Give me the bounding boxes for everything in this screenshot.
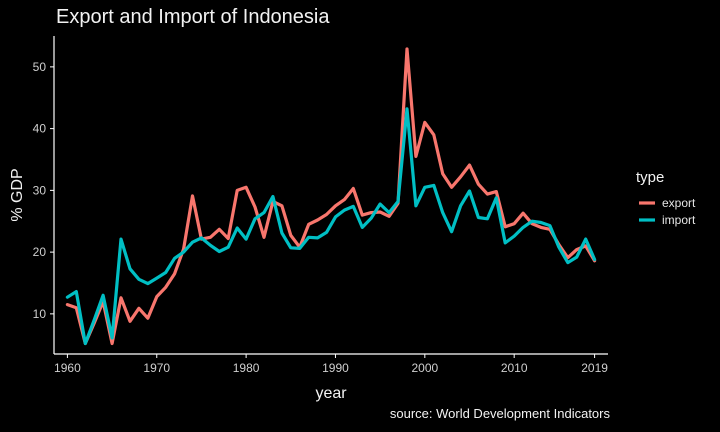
x-tick-label: 1980 bbox=[233, 361, 260, 375]
source-caption: source: World Development Indicators bbox=[389, 406, 610, 421]
y-tick-label: 20 bbox=[33, 245, 47, 259]
x-tick-label: 2010 bbox=[501, 361, 528, 375]
axes bbox=[53, 36, 608, 355]
y-tick-label: 40 bbox=[33, 122, 47, 136]
x-ticks: 1960 1970 1980 1990 2000 2010 2019 bbox=[54, 354, 608, 375]
y-axis-title: % GDP bbox=[9, 168, 26, 221]
x-tick-label: 2000 bbox=[411, 361, 438, 375]
export-series-line bbox=[65, 47, 597, 346]
y-ticks: 10 20 30 40 50 bbox=[33, 60, 54, 321]
import-series-line bbox=[65, 107, 597, 346]
x-tick-label: 2019 bbox=[581, 361, 608, 375]
import-legend-label: import bbox=[662, 213, 696, 227]
x-tick-label: 1960 bbox=[54, 361, 81, 375]
legend-title: type bbox=[636, 169, 664, 186]
legend-items: export import bbox=[639, 196, 696, 227]
y-tick-label: 50 bbox=[33, 60, 47, 74]
x-tick-label: 1970 bbox=[143, 361, 170, 375]
legend: type export import bbox=[636, 169, 696, 227]
y-tick-label: 10 bbox=[33, 307, 47, 321]
chart-title: Export and Import of Indonesia bbox=[56, 6, 330, 28]
x-tick-label: 1990 bbox=[322, 361, 349, 375]
series-layer bbox=[65, 47, 597, 346]
export-legend-label: export bbox=[662, 196, 696, 210]
y-tick-label: 30 bbox=[33, 183, 47, 197]
x-axis-title: year bbox=[315, 385, 347, 402]
